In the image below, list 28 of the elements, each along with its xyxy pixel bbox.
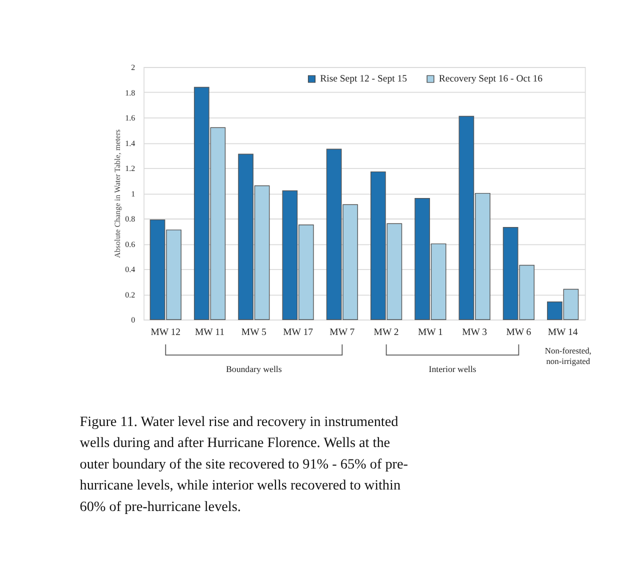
x-tick-label: MW 2 bbox=[374, 327, 399, 338]
y-tick-label: 0.4 bbox=[125, 265, 136, 274]
x-tick-label: MW 1 bbox=[418, 327, 444, 338]
text: Boundary wells bbox=[226, 364, 282, 374]
legend-label: Recovery Sept 16 - Oct 16 bbox=[438, 74, 543, 85]
y-tick-label: 1.8 bbox=[125, 88, 136, 98]
x-tick-label: MW 3 bbox=[462, 327, 488, 338]
legend-label: Rise Sept 12 - Sept 15 bbox=[320, 74, 408, 85]
text: Non-forested, non-irrigated bbox=[544, 346, 592, 366]
caption: Figure 11. Water level rise and recovery in instrumented wells during and after Hurricane Florence. Wells at the outer boundary of the site recovered to 91% - 65% of pre-hurricane levels, while interior wells recovered to within 60% of pre-hurricane levels. bbox=[80, 414, 408, 516]
x-tick-label: MW 5 bbox=[241, 327, 267, 338]
y-tick-label: 0.8 bbox=[125, 214, 136, 224]
text: Interior wells bbox=[428, 364, 477, 374]
x-tick-label: MW 6 bbox=[506, 327, 532, 338]
x-tick-label: MW 14 bbox=[548, 327, 578, 338]
y-tick-label: 1.6 bbox=[125, 114, 136, 123]
y-tick-label: 0 bbox=[131, 316, 136, 325]
y-tick-label: 2 bbox=[131, 63, 136, 72]
y-axis-title: Absolute Change in Water Table, meters bbox=[112, 129, 122, 258]
x-tick-label: MW 17 bbox=[283, 327, 314, 338]
y-tick-label: 1 bbox=[131, 189, 136, 198]
x-tick-label: MW 12 bbox=[150, 327, 181, 338]
y-tick-label: 1.4 bbox=[125, 138, 136, 148]
y-tick-label: 1.2 bbox=[125, 164, 136, 174]
y-tick-label: 0.2 bbox=[125, 290, 136, 300]
y-tick-label: 0.6 bbox=[125, 240, 136, 249]
x-tick-label: MW 11 bbox=[195, 327, 225, 338]
x-tick-label: MW 7 bbox=[330, 327, 355, 338]
